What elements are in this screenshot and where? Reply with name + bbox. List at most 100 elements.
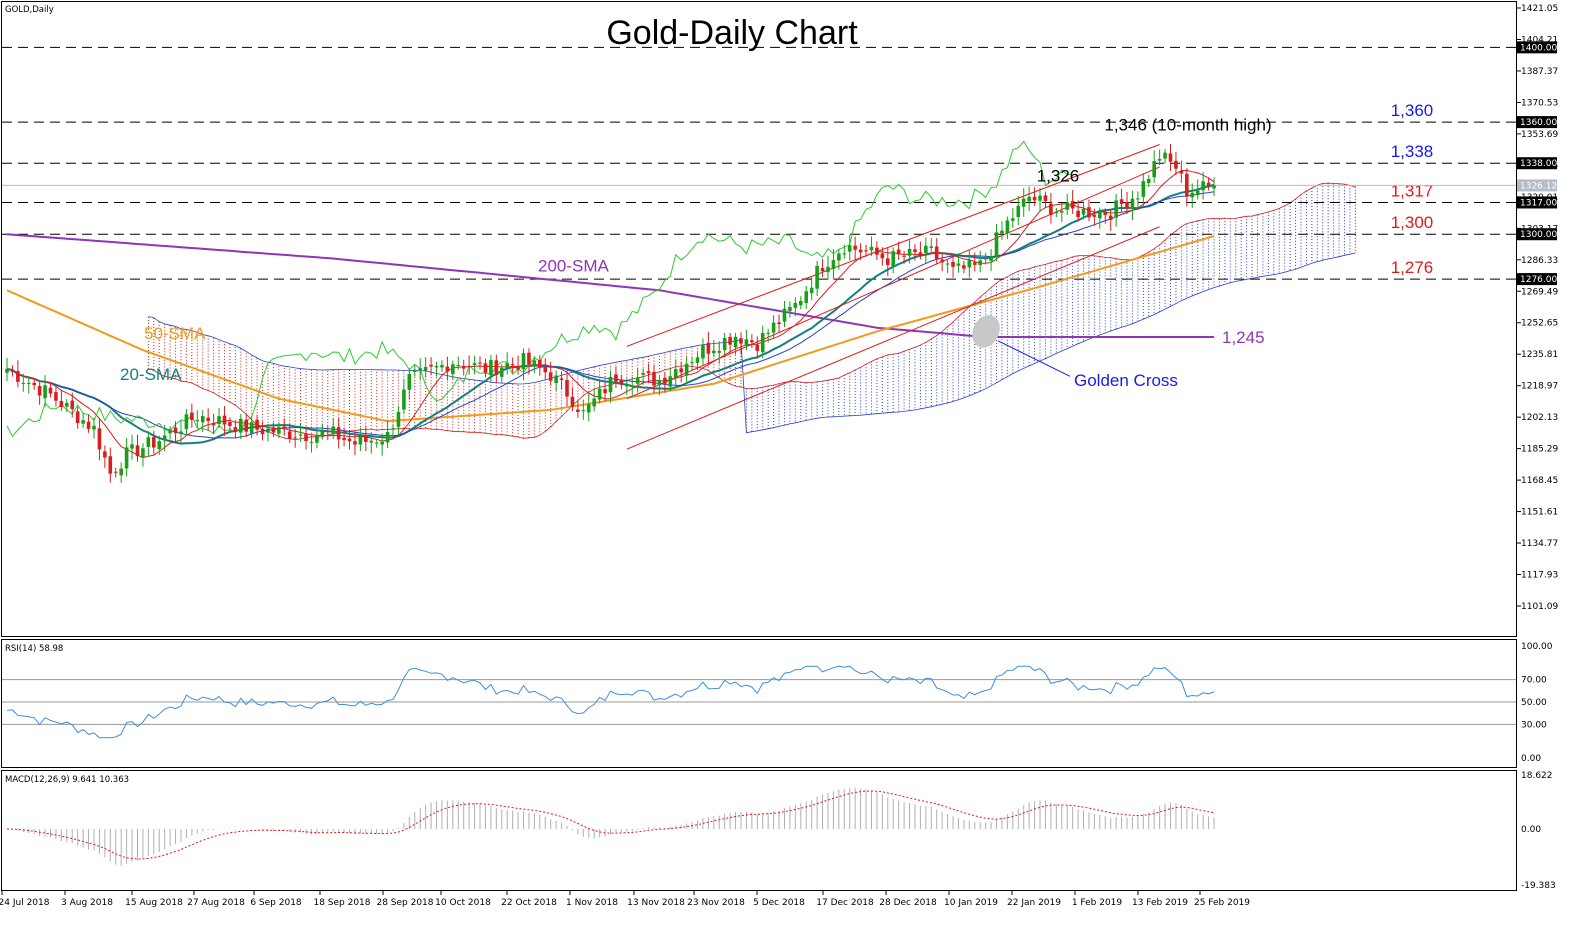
price-tick-label: 1353.69 xyxy=(1521,130,1558,140)
candle-body xyxy=(1212,185,1216,189)
date-label: 22 Oct 2018 xyxy=(501,898,557,908)
candle-body xyxy=(266,428,270,433)
date-label: 22 Jan 2019 xyxy=(1007,898,1061,908)
candle-body xyxy=(554,375,558,384)
candle-body xyxy=(679,368,683,373)
candle-body xyxy=(635,377,640,384)
chart-title: Gold-Daily Chart xyxy=(606,14,858,52)
candle-body xyxy=(750,340,754,343)
price-axis: 1421.051404.211387.371370.531353.691336.… xyxy=(1516,4,1558,612)
candle-body xyxy=(712,350,716,354)
macd-tick-label: 0.00 xyxy=(1521,825,1541,835)
candle-body xyxy=(1103,212,1108,215)
candle-body xyxy=(358,436,363,445)
price-tag xyxy=(1517,41,1557,54)
candle-body xyxy=(896,249,901,255)
candle-body xyxy=(271,427,276,433)
candle-body xyxy=(837,253,841,261)
candle-body xyxy=(570,396,575,407)
candle-body xyxy=(907,248,912,256)
candle-body xyxy=(184,414,189,429)
candle-body xyxy=(315,435,319,443)
candle-body xyxy=(108,456,113,474)
candle-body xyxy=(760,332,765,353)
price-tick-label: 1117.93 xyxy=(1521,571,1558,581)
candle-body xyxy=(918,252,923,256)
price-tag xyxy=(1517,116,1557,129)
candle-body xyxy=(875,247,879,255)
candle-body xyxy=(788,306,792,312)
candle-body xyxy=(385,432,390,443)
candle-body xyxy=(858,249,863,253)
candle-body xyxy=(222,415,227,425)
candle-body xyxy=(1032,196,1037,201)
candle-body xyxy=(342,437,346,440)
date-label: 13 Feb 2019 xyxy=(1132,898,1188,908)
candle-body xyxy=(293,437,297,439)
candle-body xyxy=(244,419,249,432)
rsi-pane-frame xyxy=(1,639,1517,768)
candle-body xyxy=(59,400,64,408)
candle-body xyxy=(657,380,662,386)
candle-body xyxy=(206,417,210,422)
candle-body xyxy=(929,246,934,248)
price-tick-label: 1235.81 xyxy=(1521,350,1558,360)
candle-body xyxy=(1157,159,1162,161)
candle-body xyxy=(287,431,292,439)
candle-body xyxy=(924,245,928,253)
candle-body xyxy=(885,258,890,265)
candle-body xyxy=(130,444,134,449)
date-label: 3 Aug 2018 xyxy=(61,898,113,908)
channel-mid-line xyxy=(626,166,1160,400)
candle-body xyxy=(195,420,200,422)
date-label: 17 Dec 2018 xyxy=(816,898,874,908)
candle-body xyxy=(1179,171,1184,174)
horizontal-levels: 1,360 1,338 1,317 1,300 1,276 xyxy=(2,46,1516,280)
candle-body xyxy=(81,420,85,424)
candle-body xyxy=(625,384,629,387)
candle-body xyxy=(956,263,961,266)
candle-body xyxy=(374,442,379,444)
candle-body xyxy=(527,352,531,365)
candle-body xyxy=(1206,182,1211,186)
date-label: 28 Sep 2018 xyxy=(376,898,433,908)
annotation-text: 1,326 xyxy=(1037,167,1080,186)
candle-body xyxy=(325,430,330,432)
candle-body xyxy=(489,360,493,376)
golden-cross-marker xyxy=(972,315,1000,348)
candle-body xyxy=(994,232,999,257)
candle-body xyxy=(652,371,656,386)
date-label: 13 Nov 2018 xyxy=(627,898,685,908)
candle-body xyxy=(1174,160,1178,169)
candle-body xyxy=(483,363,488,373)
candle-body xyxy=(445,366,450,372)
date-label: 18 Sep 2018 xyxy=(313,898,370,908)
sma-label: 20-SMA xyxy=(120,365,182,384)
candle-body xyxy=(331,426,336,434)
candle-body xyxy=(173,427,178,434)
candle-body xyxy=(423,366,428,371)
date-label: 10 Jan 2019 xyxy=(944,898,998,908)
price-tick-label: 1370.53 xyxy=(1521,98,1558,108)
price-tick-label: 1185.29 xyxy=(1521,445,1558,455)
candle-body xyxy=(48,387,53,394)
candle-body xyxy=(478,362,482,364)
channel-upper-line xyxy=(626,144,1160,347)
candle-body xyxy=(559,378,564,380)
candle-body xyxy=(233,427,238,432)
level-label: 1,300 xyxy=(1391,213,1434,232)
candle-body xyxy=(880,253,885,259)
macd-tick-label: -19.383 xyxy=(1521,881,1556,891)
candle-body xyxy=(1076,210,1080,218)
candle-body xyxy=(967,260,972,268)
candle-body xyxy=(586,404,591,413)
candle-body xyxy=(1092,214,1097,217)
candle-body xyxy=(1125,202,1129,209)
candle-body xyxy=(277,427,281,434)
macd-pane: 18.622 0.00 -19.383 xyxy=(6,771,1556,891)
candle-body xyxy=(913,249,917,253)
candle-body xyxy=(771,322,776,333)
candle-body xyxy=(576,409,580,412)
candle-body xyxy=(75,411,80,424)
price-tick-label: 1168.45 xyxy=(1521,476,1558,486)
